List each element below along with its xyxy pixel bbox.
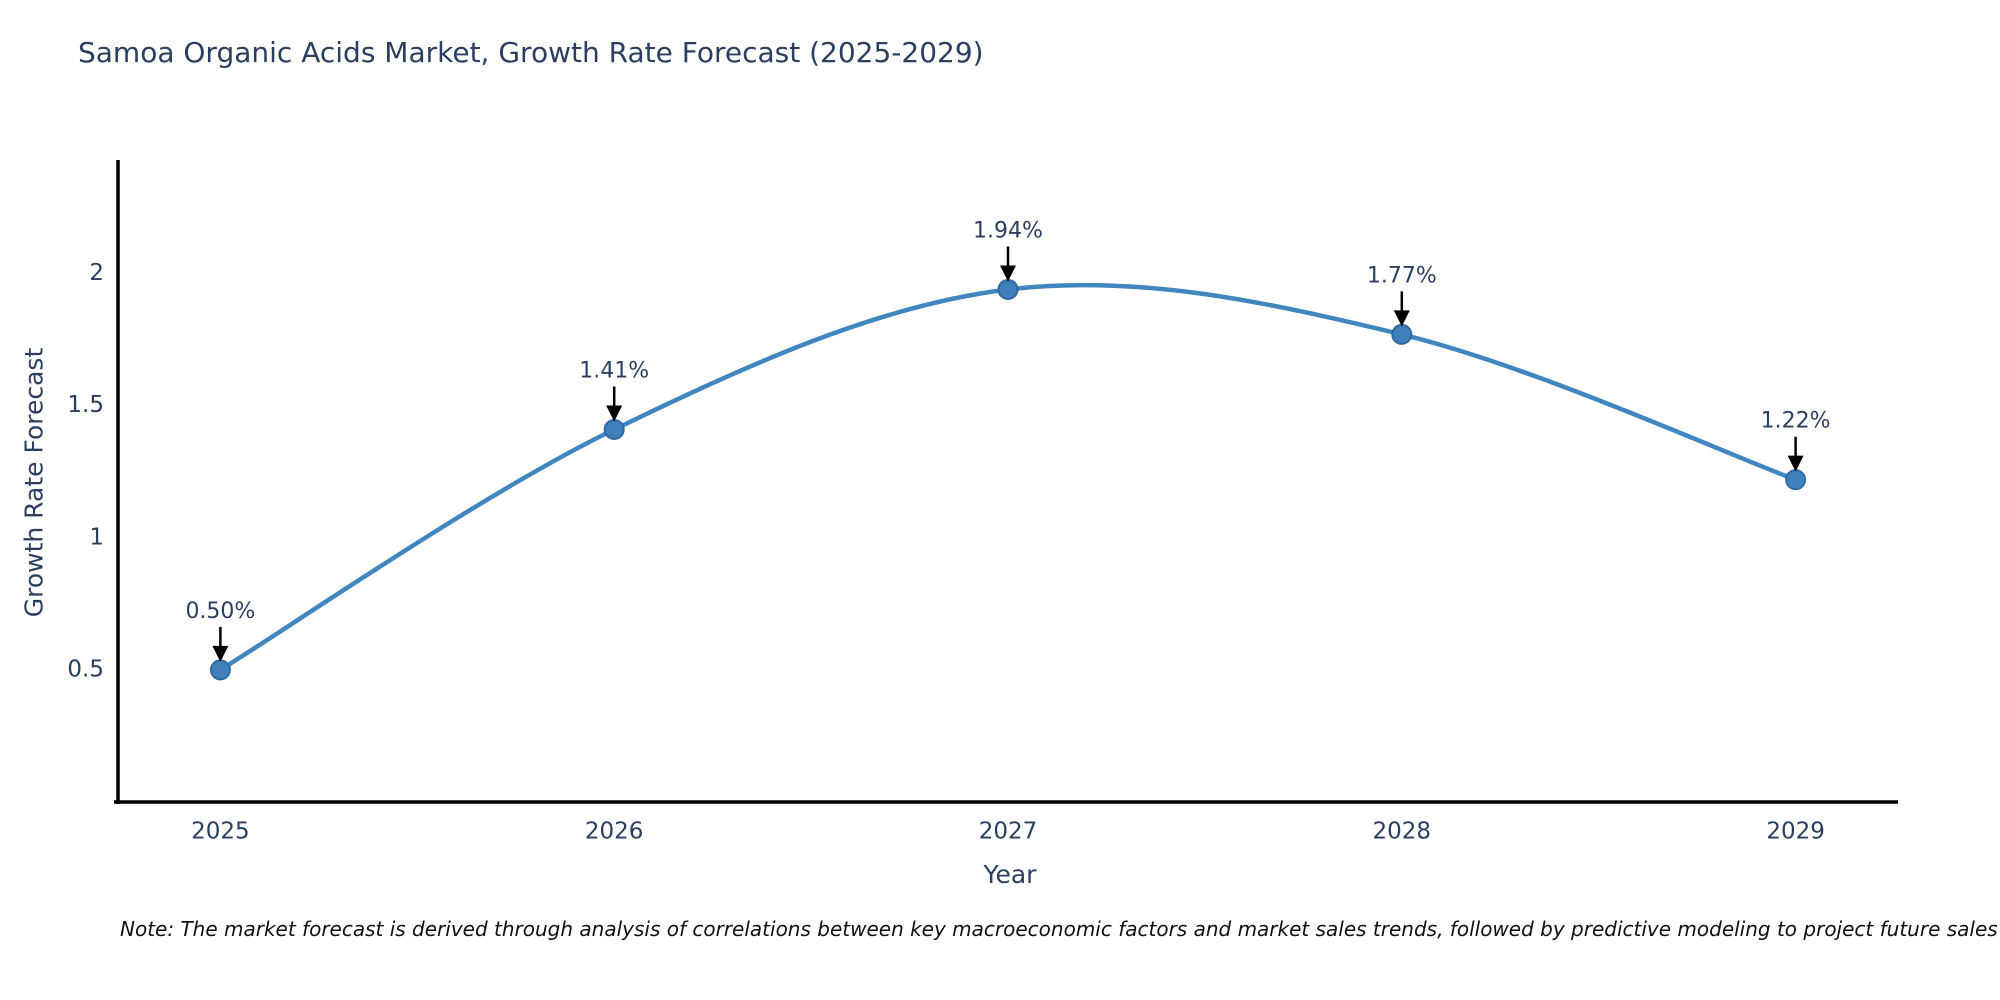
y-tick-label: 0.5: [67, 656, 104, 682]
data-point-marker[interactable]: [209, 659, 231, 681]
x-axis-title: Year: [983, 860, 1037, 889]
annotation-label: 1.22%: [1761, 409, 1831, 434]
x-tick-label: 2028: [1373, 819, 1432, 845]
x-tick-label: 2029: [1766, 819, 1825, 845]
chart-title: Samoa Organic Acids Market, Growth Rate …: [78, 36, 984, 69]
annotation-arrow-head: [212, 645, 229, 662]
annotation-label: 1.94%: [973, 218, 1043, 243]
y-tick-label: 2: [89, 260, 104, 286]
y-tick-label: 1: [89, 524, 104, 550]
annotation-arrow-head: [1787, 455, 1804, 472]
data-point-marker[interactable]: [1391, 323, 1413, 345]
x-tick-label: 2025: [191, 819, 250, 845]
data-point-marker[interactable]: [1785, 469, 1807, 491]
data-point-marker[interactable]: [997, 278, 1019, 300]
x-tick-label: 2027: [979, 819, 1038, 845]
annotation-label: 1.41%: [579, 358, 649, 383]
annotation-arrow-head: [1000, 265, 1016, 282]
y-tick-label: 1.5: [67, 392, 104, 418]
chart-footnote: Note: The market forecast is derived thr…: [120, 917, 1998, 941]
annotation-label: 0.50%: [185, 599, 255, 624]
annotation-arrow-head: [1393, 310, 1410, 327]
data-point-marker[interactable]: [603, 418, 625, 440]
trend-line: [218, 282, 1798, 673]
x-tick-label: 2026: [585, 819, 644, 845]
annotation-arrow-head: [606, 405, 623, 422]
annotation-label: 1.77%: [1367, 263, 1437, 288]
